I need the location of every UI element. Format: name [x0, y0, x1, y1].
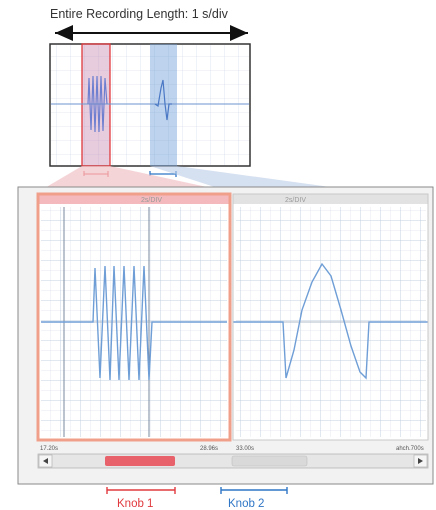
scrollbar[interactable] — [37, 453, 429, 469]
overview-pulse-trace — [154, 79, 172, 121]
overview-knob2-region — [150, 44, 177, 166]
triangle-left-icon — [43, 458, 48, 464]
knob1-slider[interactable] — [105, 456, 175, 466]
right-pane-time-end: ahch.700s — [396, 446, 424, 452]
left-pane-header-label: 2s/DIV — [141, 197, 162, 204]
recording-length-title: Entire Recording Length: 1 s/div — [50, 7, 229, 21]
right-pane-pulse-trace — [233, 262, 428, 380]
overview-burst-trace — [87, 75, 108, 133]
overview-window — [49, 43, 251, 177]
knob2-slider[interactable] — [231, 455, 308, 467]
knob2-label: Knob 2 — [228, 498, 264, 510]
zoom-window: 2s/DIV 2s/DIV 17.20s 28.96s 33.00s ahch.… — [17, 186, 434, 485]
triangle-right-icon — [418, 458, 423, 464]
right-zoom-pane: 2s/DIV — [232, 193, 429, 441]
scroll-right-button[interactable] — [413, 454, 428, 468]
right-pane-header-label: 2s/DIV — [285, 197, 306, 204]
knob1-bracket — [106, 487, 176, 494]
knob2-bracket — [220, 487, 288, 494]
left-pane-time-end: 28.96s — [200, 446, 218, 452]
right-pane-time-start: 33.00s — [236, 446, 254, 452]
scroll-left-button[interactable] — [38, 454, 53, 468]
left-zoom-pane: 2s/DIV — [36, 192, 232, 442]
knob1-label: Knob 1 — [117, 498, 153, 510]
left-pane-burst-trace — [41, 265, 227, 381]
knob1-projection — [38, 166, 230, 192]
left-pane-time-start: 17.20s — [40, 446, 58, 452]
